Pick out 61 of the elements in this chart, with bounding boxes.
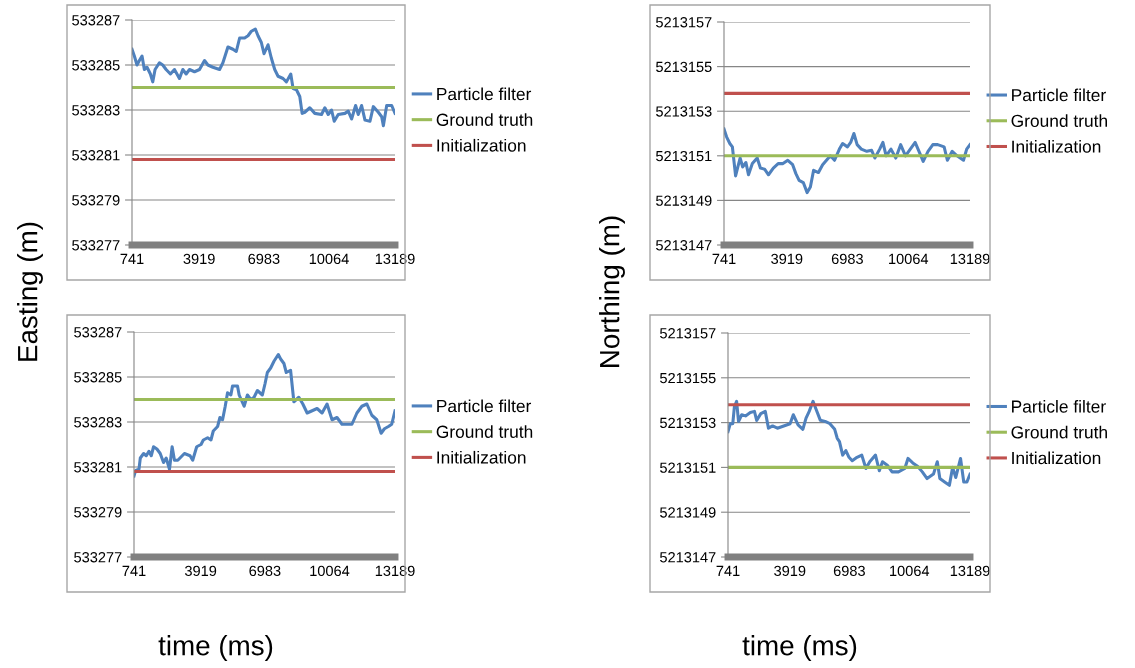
legend-label: Ground truth [436,113,533,126]
legend-label: Ground truth [1011,425,1107,439]
y-tick-label: 533281 [74,462,122,473]
y-tick-label: 533285 [74,372,122,383]
x-axis-title: time (ms) [742,635,857,661]
y-tick-label: 5213149 [656,195,712,206]
y-tick-label: 533283 [72,105,120,116]
x-tick-label: 13189 [950,565,990,577]
x-tick-label: 13189 [950,253,990,265]
y-tick-label: 533277 [72,240,120,251]
x-axis-title: time (ms) [158,635,273,661]
x-tick-label: 3919 [183,253,215,265]
x-tick-label: 13189 [375,253,415,265]
y-tick-label: 533279 [72,195,120,206]
x-tick-label: 6983 [248,253,280,265]
y-tick-label: 5213157 [656,17,712,28]
y-axis-title: Easting (m) [17,222,43,361]
x-tick-label: 3919 [774,565,806,577]
line-series [724,127,970,195]
x-tick-label: 10064 [310,565,350,577]
x-tick-label: 10064 [309,253,349,265]
y-tick-label: 5213155 [660,372,716,384]
y-tick-label: 533287 [74,327,122,338]
x-tick-label: 6983 [249,565,281,577]
x-tick-label: 10064 [889,253,929,265]
y-tick-label: 533279 [74,507,122,518]
y-tick-label: 533285 [72,60,120,71]
x-tick-label: 741 [120,253,144,264]
x-tick-label: 741 [716,565,740,576]
y-tick-label: 5213153 [656,106,712,117]
y-tick-label: 533281 [72,150,120,161]
legend-label: Initialization [1012,139,1101,153]
legend-label: Ground truth [1011,114,1107,128]
x-tick-label: 10064 [890,565,930,577]
y-tick-label: 5213147 [656,240,712,251]
legend-label: Initialization [1012,451,1101,465]
legend-label: Initialization [437,138,526,152]
legend-label: Particle filter [437,87,532,101]
x-tick-label: 13189 [375,565,415,577]
y-tick-label: 5213149 [660,507,716,518]
x-tick-label: 6983 [831,253,863,265]
y-tick-label: 5213155 [656,61,712,73]
y-tick-label: 533287 [72,15,120,26]
y-tick-label: 5213157 [660,328,716,339]
x-tick-label: 6983 [833,565,865,577]
y-tick-label: 5213151 [656,150,712,162]
x-tick-label: 3919 [771,253,803,265]
x-tick-label: 741 [122,565,146,576]
legend-label: Ground truth [436,425,533,438]
legend-label: Particle filter [1012,88,1106,102]
y-tick-label: 5213147 [660,552,716,563]
y-tick-label: 5213151 [660,462,716,473]
y-tick-label: 533283 [74,417,122,428]
x-tick-label: 741 [712,253,736,264]
legend-label: Particle filter [1012,399,1106,413]
y-tick-label: 5213153 [660,417,716,429]
y-tick-label: 533277 [74,552,122,563]
legend-label: Initialization [437,450,526,464]
y-axis-title: Northing (m) [599,216,625,367]
legend-label: Particle filter [437,399,532,413]
x-tick-label: 3919 [184,565,217,577]
